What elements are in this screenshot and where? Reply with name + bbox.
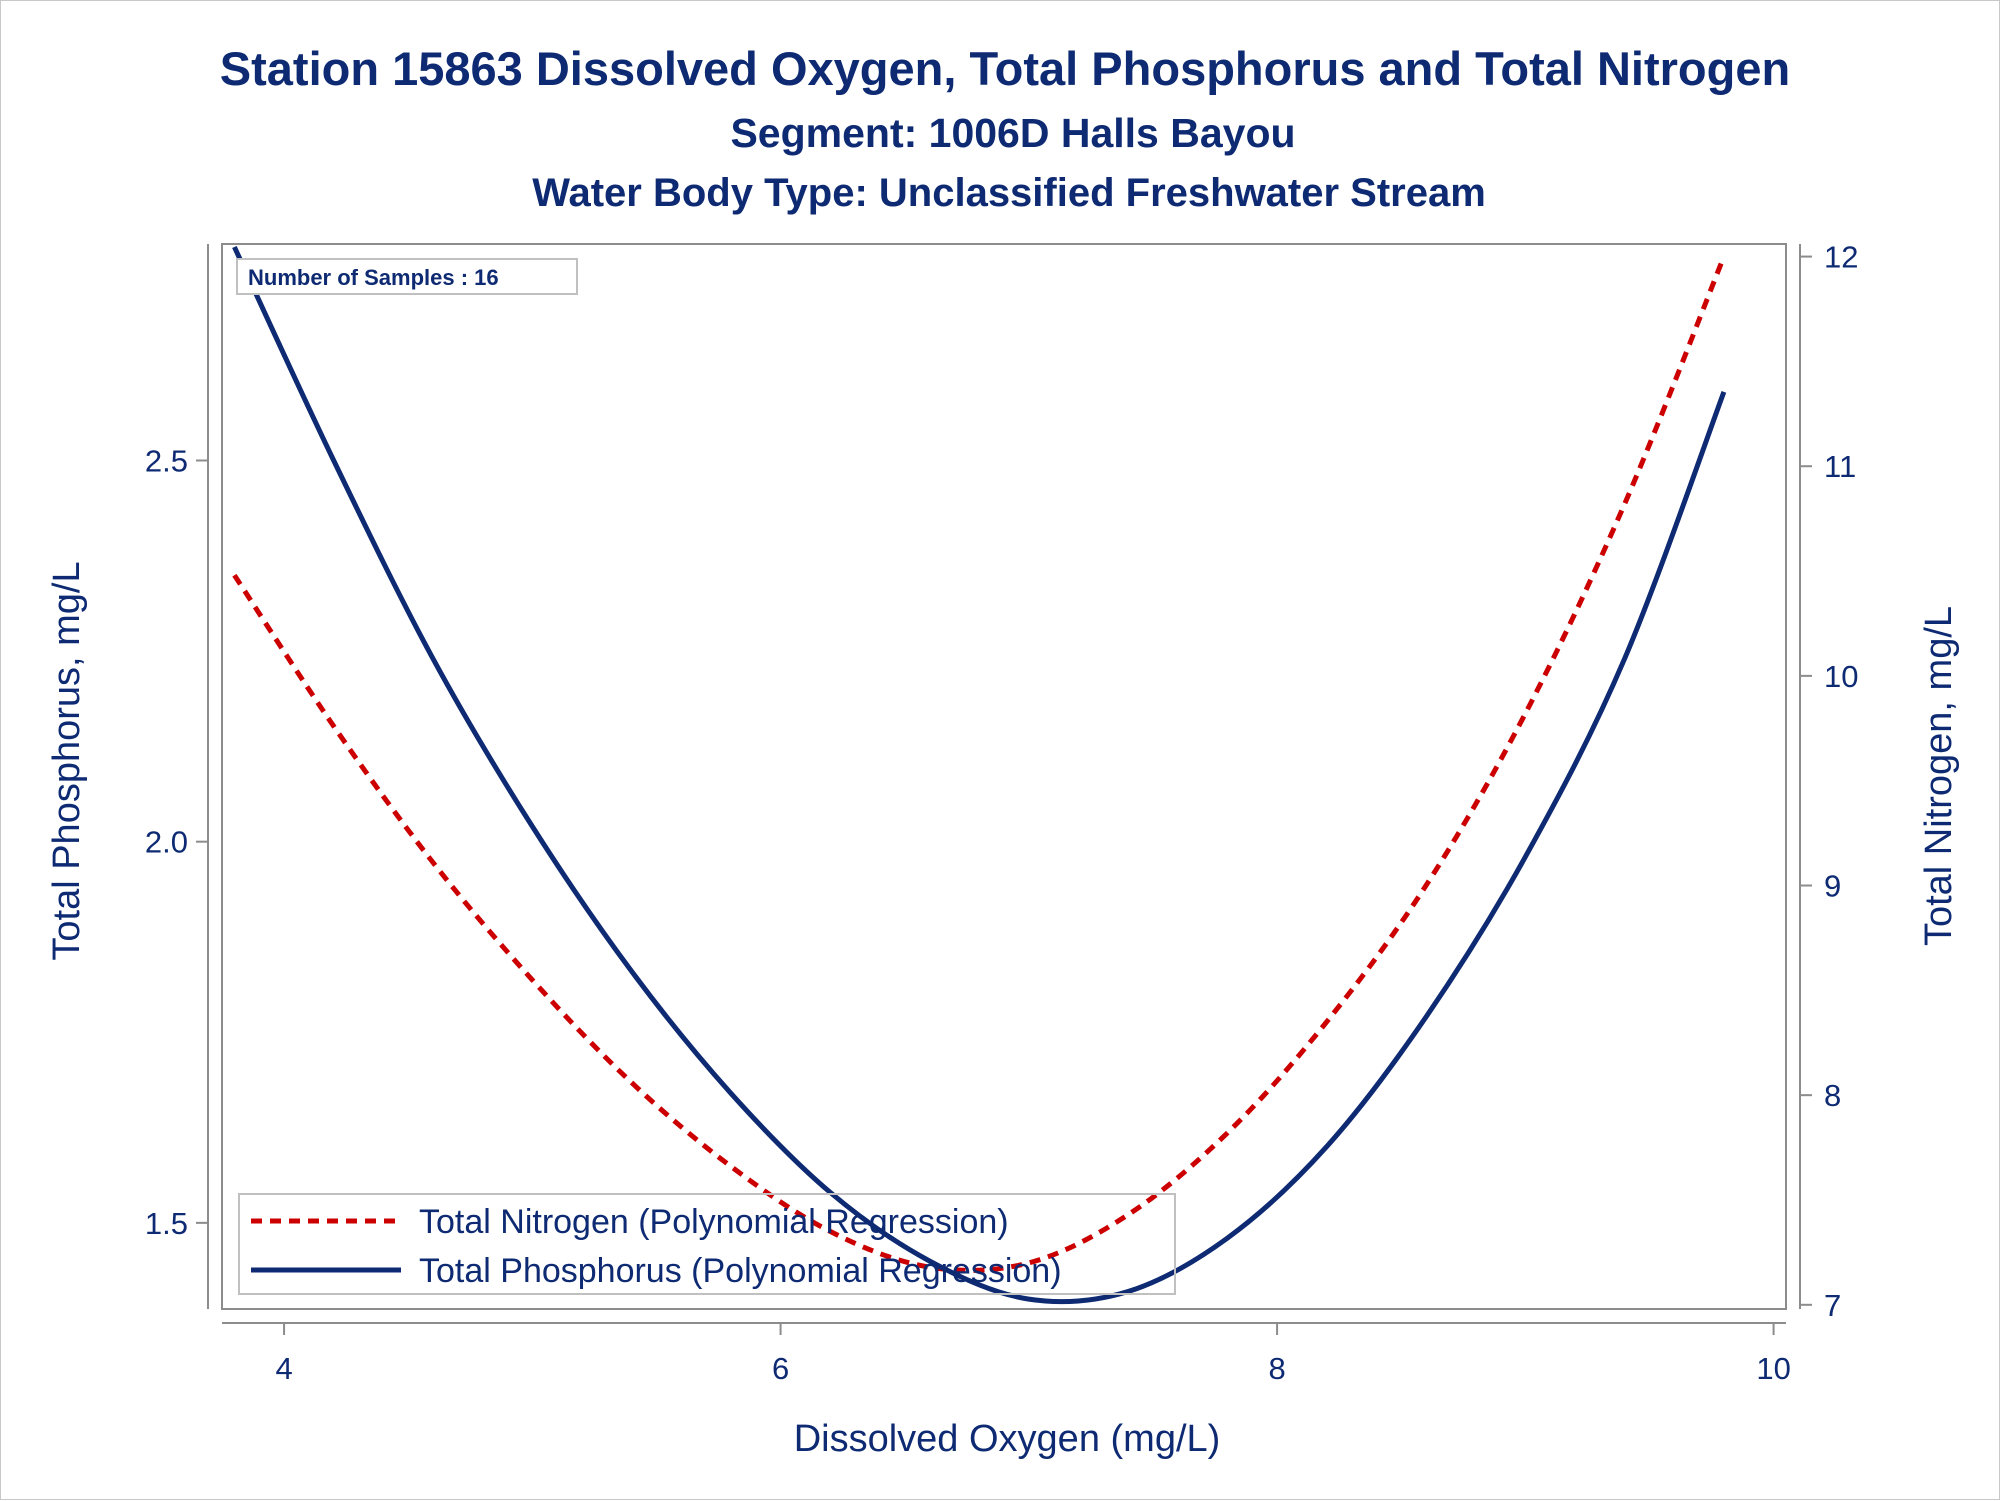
x-axis: 4 6 8 10 bbox=[222, 1322, 1791, 1386]
y-right-tick-label: 12 bbox=[1824, 240, 1858, 275]
legend: Total Nitrogen (Polynomial Regression) T… bbox=[238, 1193, 1176, 1295]
chart-title: Station 15863 Dissolved Oxygen, Total Ph… bbox=[220, 42, 1790, 95]
y-axis-right: 7 8 9 10 11 12 bbox=[1799, 240, 1858, 1323]
legend-label-nitrogen: Total Nitrogen (Polynomial Regression) bbox=[419, 1203, 1009, 1241]
y-axis-left: 1.5 2.0 2.5 bbox=[145, 244, 209, 1309]
y-right-tick-label: 9 bbox=[1824, 869, 1841, 904]
y-right-tick-label: 8 bbox=[1824, 1078, 1841, 1113]
sample-count-text: Number of Samples : 16 bbox=[248, 265, 499, 290]
legend-label-phosphorus: Total Phosphorus (Polynomial Regression) bbox=[419, 1252, 1062, 1290]
y-left-tick-label: 1.5 bbox=[145, 1206, 188, 1241]
sample-count-box: Number of Samples : 16 bbox=[236, 258, 578, 295]
legend-box bbox=[238, 1193, 1176, 1295]
x-tick-label: 10 bbox=[1756, 1351, 1790, 1386]
series-layer bbox=[232, 245, 1727, 1305]
y-right-tick-label: 11 bbox=[1824, 449, 1856, 484]
y-right-tick-label: 7 bbox=[1824, 1288, 1841, 1323]
x-tick-label: 4 bbox=[275, 1351, 292, 1386]
y-axis-left-title: Total Phosphorus, mg/L bbox=[46, 561, 88, 960]
x-tick-label: 6 bbox=[772, 1351, 789, 1386]
x-tick-label: 8 bbox=[1268, 1351, 1285, 1386]
y-right-tick-label: 10 bbox=[1824, 659, 1858, 694]
chart-subtitle-2: Water Body Type: Unclassified Freshwater… bbox=[532, 171, 1486, 215]
series-line-total-phosphorus bbox=[232, 245, 1727, 1305]
plot-area bbox=[221, 243, 1787, 1310]
y-left-tick-label: 2.0 bbox=[145, 825, 188, 860]
y-axis-right-title: Total Nitrogen, mg/L bbox=[1918, 606, 1960, 946]
chart-subtitle: Segment: 1006D Halls Bayou bbox=[730, 110, 1295, 156]
y-left-tick-label: 2.5 bbox=[145, 444, 188, 479]
x-axis-title: Dissolved Oxygen (mg/L) bbox=[794, 1418, 1221, 1460]
